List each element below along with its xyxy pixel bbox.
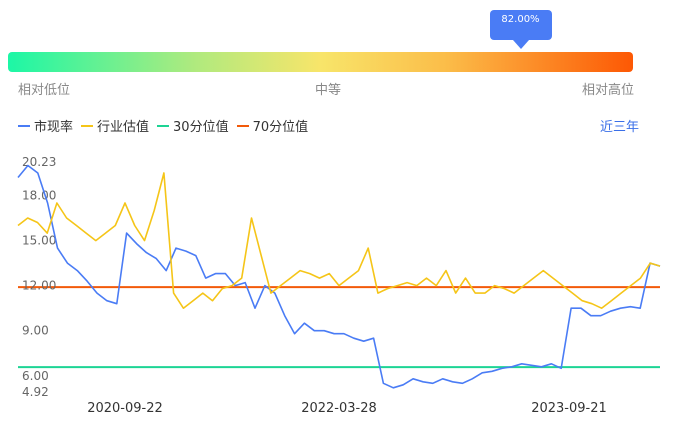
mid-label: 中等 [315, 83, 342, 98]
x-tick-label: 2022-03-28 [301, 401, 377, 416]
legend-item-p70[interactable]: 70分位值 [236, 116, 309, 135]
y-tick-label: 18.00 [22, 189, 56, 203]
y-tick-label: 20.23 [22, 155, 56, 169]
x-tick-label: 2023-09-21 [531, 401, 607, 416]
legend-item-pcf[interactable]: 市现率 [18, 116, 73, 135]
percentile-tooltip: 82.00% [489, 10, 552, 40]
series-industry-line [17, 172, 661, 310]
tooltip-pointer-icon [512, 40, 529, 49]
legend-item-p30[interactable]: 30分位值 [157, 116, 229, 135]
legend-item-industry[interactable]: 行业估值 [81, 116, 149, 135]
legend-swatch [81, 124, 94, 127]
legend-label: 30分位值 [173, 120, 229, 135]
legend-label: 70分位值 [252, 120, 309, 135]
chart-legend: 市现率 行业估值 30分位值 70分位值 [18, 116, 316, 135]
high-label: 相对高位 [582, 83, 635, 98]
y-tick-label: 15.00 [22, 234, 56, 248]
legend-swatch [157, 124, 170, 127]
legend-label: 行业估值 [97, 120, 150, 135]
series-pcf-line [17, 164, 661, 389]
x-tick-label: 2020-09-22 [87, 401, 163, 416]
y-tick-label: 4.92 [22, 385, 49, 399]
legend-swatch [236, 124, 249, 127]
legend-label: 市现率 [34, 120, 74, 135]
low-label: 相对低位 [18, 83, 71, 98]
range-selector-three-years[interactable]: 近三年 [600, 120, 640, 135]
percentile-value: 82.00% [501, 14, 540, 25]
percentile-gradient-bar [8, 52, 633, 72]
y-tick-label: 12.00 [22, 279, 56, 293]
y-tick-label: 6.00 [22, 369, 49, 383]
y-tick-label: 9.00 [22, 324, 49, 338]
legend-swatch [18, 124, 30, 127]
